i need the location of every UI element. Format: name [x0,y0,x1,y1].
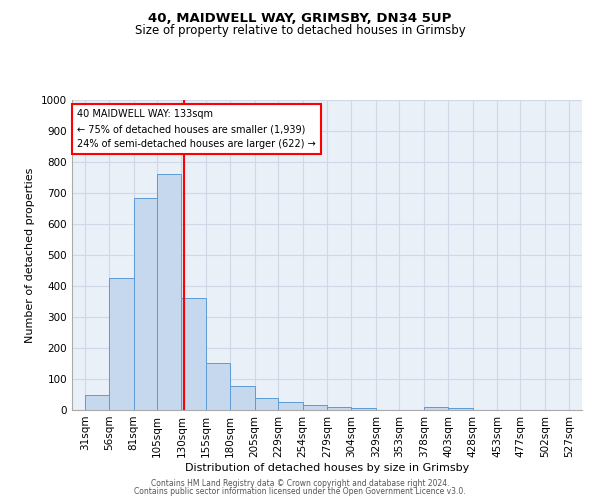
Text: 40 MAIDWELL WAY: 133sqm
← 75% of detached houses are smaller (1,939)
24% of semi: 40 MAIDWELL WAY: 133sqm ← 75% of detache… [77,110,316,149]
Text: Contains HM Land Registry data © Crown copyright and database right 2024.: Contains HM Land Registry data © Crown c… [151,478,449,488]
Bar [448,408,473,410]
Bar [255,398,278,410]
Bar [352,408,376,410]
Text: 40, MAIDWELL WAY, GRIMSBY, DN34 5UP: 40, MAIDWELL WAY, GRIMSBY, DN34 5UP [148,12,452,26]
X-axis label: Distribution of detached houses by size in Grimsby: Distribution of detached houses by size … [185,462,469,472]
Bar [109,278,134,410]
Bar [278,402,302,410]
Bar [424,407,448,410]
Text: Size of property relative to detached houses in Grimsby: Size of property relative to detached ho… [134,24,466,37]
Bar [327,407,352,410]
Bar [230,386,255,410]
Bar [181,298,206,410]
Bar [302,406,327,410]
Bar [85,394,109,410]
Bar [206,363,230,410]
Bar [157,174,181,410]
Bar [134,198,157,410]
Y-axis label: Number of detached properties: Number of detached properties [25,168,35,342]
Text: Contains public sector information licensed under the Open Government Licence v3: Contains public sector information licen… [134,487,466,496]
